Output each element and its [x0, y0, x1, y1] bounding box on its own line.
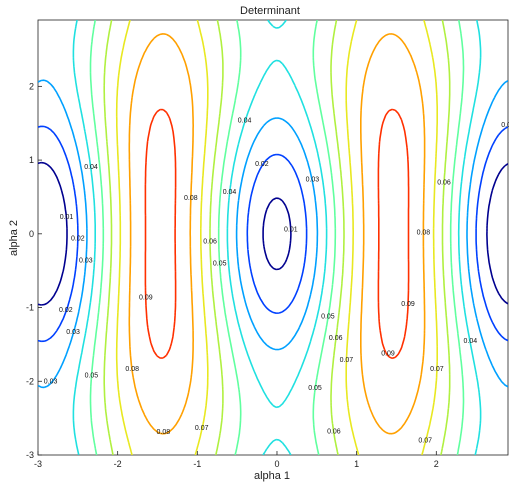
contour-label: 0.07 [418, 438, 432, 445]
chart-title: Determinant [240, 5, 300, 17]
contour-label: 0.07 [340, 357, 354, 364]
contour-label: 0.07 [430, 366, 444, 373]
x-tick-label: -3 [34, 459, 42, 469]
contour-label: 0.09 [381, 351, 395, 358]
contour-label: 0.08 [156, 429, 170, 436]
contour-level-0.06 [103, 20, 451, 455]
contour-level-0.03 [38, 79, 508, 389]
x-tick-label: 1 [354, 459, 359, 469]
contour-label: 0.02 [59, 307, 73, 314]
x-axis-label: alpha 1 [254, 470, 290, 482]
contour-label: 0.06 [329, 335, 343, 342]
y-tick-label: -3 [26, 450, 34, 460]
contour-label: 0.06 [327, 428, 341, 435]
contour-label: 0.02 [501, 122, 509, 129]
contour-label: 0.04 [223, 189, 237, 196]
contour-label: 0.06 [437, 180, 451, 187]
contour-labels: 0.01 0.01 0.02 0.02 0.02 0.02 0.03 0.03 0.03 0.03… [44, 118, 509, 445]
contour-label: 0.01 [284, 226, 298, 233]
y-tick-label: 0 [29, 229, 34, 239]
y-tick-label: 1 [29, 155, 34, 165]
contour-label: 0.03 [66, 329, 80, 336]
x-axis-ticks: -3 -2 -1 0 1 2 [34, 451, 439, 469]
contour-label: 0.04 [238, 118, 252, 125]
contour-label: 0.09 [139, 295, 153, 302]
contour-label: 0.03 [306, 177, 320, 184]
contour-label: 0.05 [321, 313, 335, 320]
y-tick-label: -1 [26, 303, 34, 313]
x-tick-label: 2 [434, 459, 439, 469]
contour-label: 0.05 [85, 372, 99, 379]
contour-label: 0.01 [60, 214, 74, 221]
y-axis-ticks: -3 -2 -1 0 1 2 [26, 81, 42, 460]
contour-label: 0.06 [203, 239, 217, 246]
contour-level-0.01 [38, 161, 508, 306]
contour-label: 0.05 [308, 385, 322, 392]
y-tick-label: -2 [26, 376, 34, 386]
contour-label: 0.08 [184, 195, 198, 202]
contour-level-0.04 [72, 20, 482, 455]
contour-label: 0.09 [401, 301, 415, 308]
contour-label: 0.08 [417, 229, 431, 236]
contour-level-0.05 [89, 20, 465, 455]
plot-frame [37, 19, 509, 456]
y-tick-label: 2 [29, 81, 34, 91]
contour-label: 0.04 [463, 338, 477, 345]
contour-label: 0.03 [44, 379, 58, 386]
contour-label: 0.02 [255, 161, 269, 168]
contour-level-0.08 [128, 33, 426, 435]
contour-label: 0.04 [84, 164, 98, 171]
contour-label: 0.03 [79, 257, 93, 264]
contour-label: 0.02 [71, 236, 85, 243]
contour-level-0.09 [144, 108, 410, 360]
contour-level-0.07 [115, 20, 438, 455]
contour-label: 0.08 [125, 366, 139, 373]
contour-lines [38, 20, 508, 455]
y-axis-label: alpha 2 [8, 220, 20, 256]
x-tick-label: 0 [274, 459, 279, 469]
x-tick-label: -2 [114, 459, 122, 469]
contour-label: 0.05 [213, 260, 227, 267]
contour-level-0.02 [38, 125, 508, 343]
x-tick-label: -1 [193, 459, 201, 469]
contour-label: 0.07 [195, 425, 209, 432]
